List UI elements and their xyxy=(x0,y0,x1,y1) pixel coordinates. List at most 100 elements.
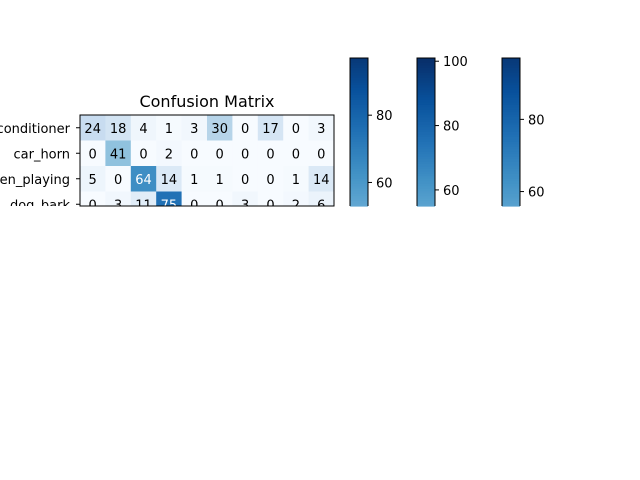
colorbar-gradient-band xyxy=(417,85,435,89)
colorbar-gradient-band xyxy=(502,169,520,173)
colorbar-tick-label: 80 xyxy=(443,120,460,135)
cell-value-label: 0 xyxy=(266,198,274,213)
colorbar-gradient-band xyxy=(502,117,520,121)
colorbar-gradient-band xyxy=(350,117,368,121)
colorbar-gradient-band xyxy=(417,58,435,62)
colorbar-gradient-band xyxy=(350,201,368,205)
colorbar-gradient-band xyxy=(502,82,520,86)
colorbar-gradient-band xyxy=(417,186,435,190)
colorbars: 80 60 100 80 60 80 60 xyxy=(349,55,545,207)
colorbar-gradient-band xyxy=(417,181,435,185)
colorbar-gradient-band xyxy=(502,173,520,177)
colorbar-gradient-band xyxy=(502,136,520,140)
colorbar-gradient-band xyxy=(350,171,368,175)
heatmap-cell xyxy=(232,140,259,167)
colorbar-gradient-band xyxy=(417,87,435,91)
heatmap-cell xyxy=(308,115,335,141)
cell-value-label: 14 xyxy=(161,173,178,188)
cell-value-label: 0 xyxy=(266,147,274,162)
cell-value-label: 0 xyxy=(292,147,300,162)
colorbar-gradient-band xyxy=(417,176,435,180)
colorbar-gradient-band xyxy=(502,85,520,89)
heatmap-cell xyxy=(80,191,106,206)
colorbar-gradient-band xyxy=(350,188,368,192)
colorbar-gradient-band xyxy=(417,70,435,74)
colorbar-gradient-band xyxy=(350,82,368,86)
colorbar-tick-label: 80 xyxy=(528,113,545,128)
cell-value-label: 3 xyxy=(317,122,325,137)
heatmap-cell xyxy=(80,140,106,167)
colorbar-gradient-band xyxy=(350,114,368,118)
colorbar-gradient-band xyxy=(417,72,435,76)
cell-value-label: 2 xyxy=(292,198,300,213)
colorbar-gradient-band xyxy=(417,188,435,192)
colorbar-gradient-band xyxy=(350,129,368,133)
cell-value-label: 64 xyxy=(135,173,152,188)
colorbar-gradient-band xyxy=(417,171,435,175)
heatmap-cell xyxy=(207,140,233,167)
colorbar-gradient-band xyxy=(502,95,520,99)
colorbar-gradient-band xyxy=(502,156,520,160)
colorbar-gradient-band xyxy=(502,127,520,131)
colorbar-gradient-band xyxy=(417,198,435,202)
colorbar-gradient-band xyxy=(350,181,368,185)
colorbar-gradient-band xyxy=(350,132,368,136)
colorbar-gradient-band xyxy=(350,92,368,96)
colorbar-gradient-band xyxy=(417,90,435,94)
colorbar-gradient-band xyxy=(502,97,520,101)
heatmap-cell xyxy=(308,166,335,192)
colorbar-gradient-band xyxy=(350,119,368,123)
colorbar-gradient-band xyxy=(350,151,368,155)
colorbar-gradient-band xyxy=(502,191,520,195)
colorbar-gradient-band xyxy=(350,159,368,163)
colorbar-gradient-band xyxy=(350,183,368,187)
colorbar-gradient-band xyxy=(417,154,435,158)
cell-value-label: 0 xyxy=(317,147,325,162)
row-tick-marks xyxy=(76,127,80,205)
colorbar-tick-label: 60 xyxy=(443,184,460,199)
cell-value-label: 3 xyxy=(114,198,122,213)
cell-value-label: 0 xyxy=(190,147,198,162)
colorbar-gradient-band xyxy=(417,97,435,101)
colorbar-gradient-band xyxy=(417,141,435,145)
heatmap-cell xyxy=(130,166,157,192)
heatmap-cell xyxy=(130,140,157,167)
colorbar-gradient-band xyxy=(502,144,520,148)
colorbar-gradient-band xyxy=(350,161,368,165)
colorbar-gradient-band xyxy=(502,186,520,190)
colorbar-gradient-band xyxy=(350,134,368,138)
colorbar-gradient-band xyxy=(350,141,368,145)
colorbar-gradient-band xyxy=(350,127,368,131)
colorbar-gradient-band xyxy=(350,193,368,197)
colorbar-gradient-band xyxy=(417,134,435,138)
colorbar-gradient-band xyxy=(417,183,435,187)
colorbar-gradient-band xyxy=(350,67,368,71)
colorbar-gradient-band xyxy=(350,198,368,202)
row-label: air_conditioner xyxy=(0,122,71,137)
cell-value-label: 4 xyxy=(139,122,147,137)
colorbar-gradient-band xyxy=(417,65,435,69)
colorbar-gradient-band xyxy=(417,164,435,168)
colorbar-gradient-band xyxy=(502,178,520,182)
heatmap-cell xyxy=(308,191,335,206)
colorbar-gradient-band xyxy=(502,134,520,138)
colorbar-gradient-band xyxy=(502,139,520,143)
colorbar-gradient-band xyxy=(350,87,368,91)
heatmap-cell xyxy=(130,191,157,206)
cell-value-label: 14 xyxy=(313,173,330,188)
colorbar-gradient-band xyxy=(350,196,368,200)
colorbar: 100 80 60 xyxy=(416,55,468,207)
colorbar-gradient-band xyxy=(350,166,368,170)
colorbar-gradient-band xyxy=(417,77,435,81)
colorbar-gradient-band xyxy=(502,154,520,158)
colorbar-gradient-band xyxy=(417,178,435,182)
colorbar-gradient-band xyxy=(502,183,520,187)
colorbar-gradient-band xyxy=(417,191,435,195)
colorbar-tick-label: 80 xyxy=(376,109,393,124)
colorbar-gradient-band xyxy=(502,132,520,136)
colorbar: 80 60 xyxy=(349,57,393,207)
colorbar-gradient-band xyxy=(502,201,520,205)
colorbar-gradient-band xyxy=(502,119,520,123)
colorbar-gradient-band xyxy=(502,193,520,197)
